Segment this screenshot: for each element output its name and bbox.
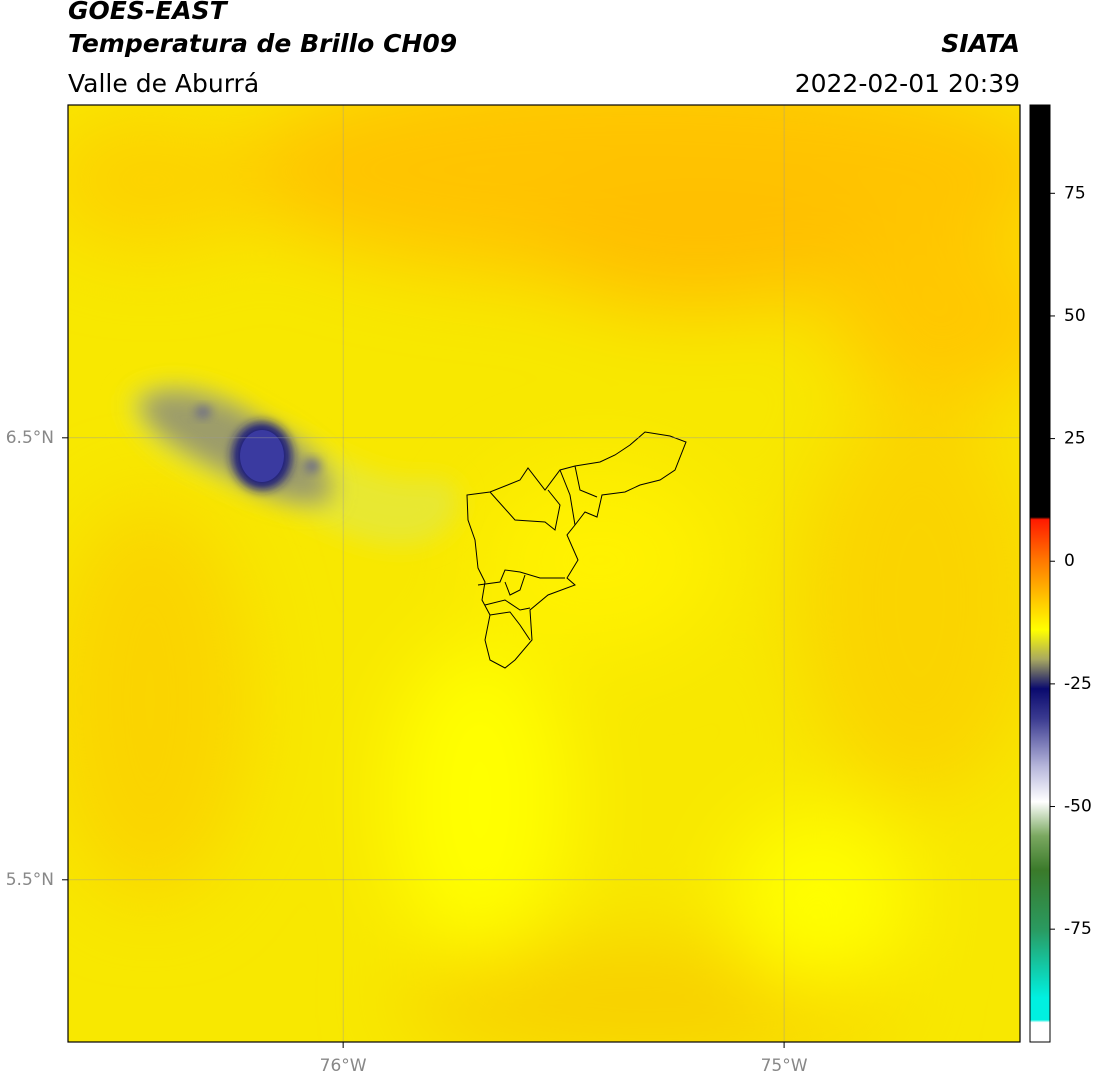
y-tick-label: 6.5°N <box>6 428 54 448</box>
colorbar-tick-label: 75 <box>1064 183 1086 203</box>
subtitle: Temperatura de Brillo CH09 <box>68 29 457 58</box>
colorbar-tick-label: 0 <box>1064 551 1075 571</box>
storm-cell <box>125 382 459 546</box>
colorbar-tick-label: -75 <box>1064 919 1092 939</box>
colorbar-tick-label: 25 <box>1064 429 1086 449</box>
x-tick-label: 75°W <box>761 1056 808 1076</box>
warm-areas <box>68 105 1020 1042</box>
municipality-boundaries <box>466 431 687 669</box>
grid <box>68 105 1020 1042</box>
datetime: 2022-02-01 20:39 <box>795 69 1020 98</box>
map-image <box>68 105 1020 1042</box>
colorbar-tick-label: -25 <box>1064 674 1092 694</box>
source: SIATA <box>941 29 1020 58</box>
region: Valle de Aburrá <box>68 69 259 98</box>
title: GOES-EAST <box>68 0 229 25</box>
colorbar <box>1029 104 1051 1043</box>
colorbar-tick-label: -50 <box>1064 797 1092 817</box>
y-tick-label: 5.5°N <box>6 870 54 890</box>
colorbar-tick-label: 50 <box>1064 306 1086 326</box>
map-frame <box>67 104 1021 1043</box>
x-tick-label: 76°W <box>320 1056 367 1076</box>
